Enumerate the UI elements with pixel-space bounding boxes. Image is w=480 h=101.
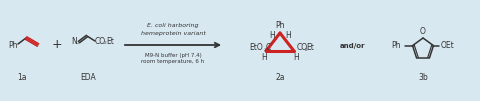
Text: room temperature, 6 h: room temperature, 6 h	[142, 59, 204, 65]
Text: Ph: Ph	[8, 41, 18, 49]
Text: EtO: EtO	[249, 44, 263, 53]
Text: H: H	[293, 53, 299, 62]
Text: 2: 2	[104, 41, 107, 45]
Text: 1a: 1a	[17, 73, 27, 82]
Text: 2a: 2a	[275, 73, 285, 82]
Text: H: H	[261, 53, 267, 62]
Text: M9-N buffer (pH 7.4): M9-N buffer (pH 7.4)	[144, 53, 202, 57]
Text: Et: Et	[107, 36, 114, 45]
Text: C: C	[266, 44, 271, 53]
Text: 2: 2	[76, 41, 79, 45]
Text: 2: 2	[264, 48, 266, 52]
Text: 2: 2	[304, 48, 307, 52]
Text: Ph: Ph	[391, 41, 400, 50]
Text: OEt: OEt	[441, 41, 454, 50]
Text: +: +	[52, 37, 62, 50]
Text: N: N	[71, 36, 77, 45]
Text: H: H	[285, 31, 291, 39]
Text: CO: CO	[297, 44, 308, 53]
Text: CO: CO	[95, 36, 106, 45]
Text: O: O	[420, 27, 426, 36]
Text: E. coli harboring: E. coli harboring	[147, 24, 199, 28]
Text: Et: Et	[307, 44, 314, 53]
Text: H: H	[269, 31, 275, 39]
Text: and/or: and/or	[339, 43, 365, 49]
Text: Ph: Ph	[275, 22, 285, 31]
Text: hemeprotein variant: hemeprotein variant	[141, 31, 205, 35]
Text: 3b: 3b	[418, 73, 428, 82]
Text: EDA: EDA	[80, 73, 96, 82]
